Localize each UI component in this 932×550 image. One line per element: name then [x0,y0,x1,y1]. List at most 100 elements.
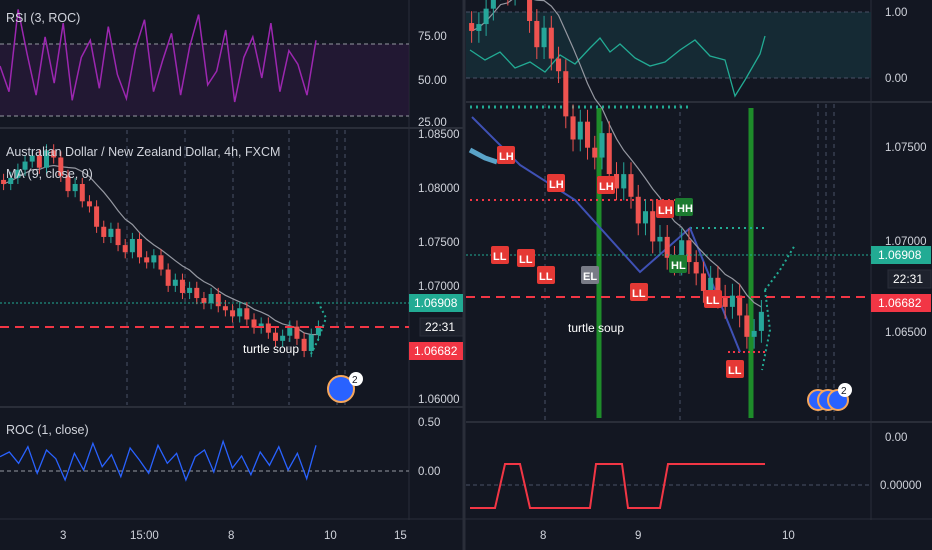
left-candle-body [237,308,243,317]
left-candle-body [115,228,121,246]
right-candle-body [657,236,663,242]
right-event-icons[interactable]: 2 [807,383,852,411]
right-price-label-box [871,246,931,264]
left-candle-body [230,310,236,317]
right-annotation: turtle soup [568,321,624,335]
left-candle-body [36,155,42,168]
left-level-label: 1.06682 [414,344,458,358]
signal-badge-label: LH [658,205,673,217]
right-x-tick-2: 9 [635,530,641,542]
left-candle-body [108,228,114,237]
left-candle-body [101,226,107,237]
left-level-label-box [409,342,463,360]
signal-badge-lh [597,176,615,194]
left-candle-body [79,183,85,202]
right-top-band [466,12,871,78]
left-candle-body [165,269,171,286]
left-candle-body [144,257,150,263]
roc-tick-000: 0.00 [418,466,440,478]
left-icon-count: 2 [352,375,358,386]
right-candle-body [476,24,482,31]
rsi-tick-25: 25.00 [418,117,447,129]
right-candle-body [556,58,562,72]
left-candle-body [201,298,207,304]
right-candle-body [584,121,591,148]
right-candle-body [708,277,714,291]
right-x-tick-3: 10 [782,530,795,542]
left-candle-body [251,319,257,328]
right-level-label-box [871,294,931,312]
left-candle-body [86,201,92,207]
right-candle-body [592,147,598,158]
right-candle-body [693,262,699,274]
left-x-tick-3: 8 [228,530,234,542]
left-candle-body [258,323,264,328]
right-candle-body [606,133,612,175]
right-price-tick-2: 1.07000 [885,236,927,248]
right-candle-body [548,27,554,59]
roc-tick-050: 0.50 [418,417,440,429]
right-candle-body [599,133,605,158]
right-candle-body [744,315,750,337]
left-candle-body [137,238,143,258]
left-x-tick-5: 15 [394,530,407,542]
right-candle-body [577,121,583,140]
left-projection-line [309,301,328,357]
left-candle-body [172,279,178,286]
roc-series-line [0,439,317,482]
right-price-tick-3: 1.06500 [885,327,927,339]
roc-title: ROC (1, close) [6,423,89,437]
left-candle-body [51,150,57,158]
event-globe-icon[interactable] [327,375,355,403]
left-price-tick-3: 1.07500 [418,237,460,249]
rsi-title: RSI (3, ROC) [6,11,80,25]
left-annotation: turtle soup [243,342,299,356]
left-candle-body [301,338,307,352]
right-candle-body [650,211,656,242]
rsi-tick-75: 75.00 [418,31,447,43]
left-countdown-box [419,317,464,337]
left-x-tick-1: 3 [60,530,66,542]
left-price-tick-2: 1.08000 [418,183,460,195]
left-candle-body [129,238,135,253]
signal-badge-label: LL [632,288,646,300]
right-candle-body [469,23,475,31]
left-candle-body [15,169,21,178]
main-title: Australian Dollar / New Zealand Dollar, … [6,145,280,159]
left-candle-body [158,255,164,270]
signal-badge-lh [497,146,515,164]
left-price-label: 1.06908 [414,296,458,310]
right-candle-body [679,240,685,264]
left-candle-body [44,150,50,168]
left-candle-body [308,334,314,352]
signal-badge-label: LL [706,295,720,307]
signal-badge-el [581,266,599,284]
right-x-tick-1: 8 [540,530,546,542]
left-candle-body [65,175,71,192]
right-top-tick-0: 0.00 [885,73,907,85]
left-candle-body [208,293,214,304]
left-candle-body [294,326,300,339]
right-candle-body [700,273,706,291]
signal-badge-label: LH [549,179,564,191]
right-bottom-tick-2: 0.00000 [880,480,922,492]
left-countdown: 22:31 [425,320,455,334]
right-candle-body [751,330,757,337]
left-candle-body [272,332,278,341]
signal-badge-ll [537,266,555,284]
signal-badge-label: EL [583,271,597,283]
left-candle-body [8,177,14,184]
right-candle-body [686,240,692,263]
right-icon-count: 2 [841,386,847,397]
right-level-label: 1.06682 [878,296,922,310]
left-x-tick-4: 10 [324,530,337,542]
right-candle-body [483,8,489,25]
right-candle-body [715,277,721,297]
left-candle-body [1,179,7,184]
left-event-icon[interactable]: 2 [327,372,363,403]
left-candle-body [187,287,193,293]
left-candle-body [22,161,28,170]
right-candle-body [541,27,547,48]
left-candle-body [315,326,321,335]
right-candle-body [758,311,764,331]
